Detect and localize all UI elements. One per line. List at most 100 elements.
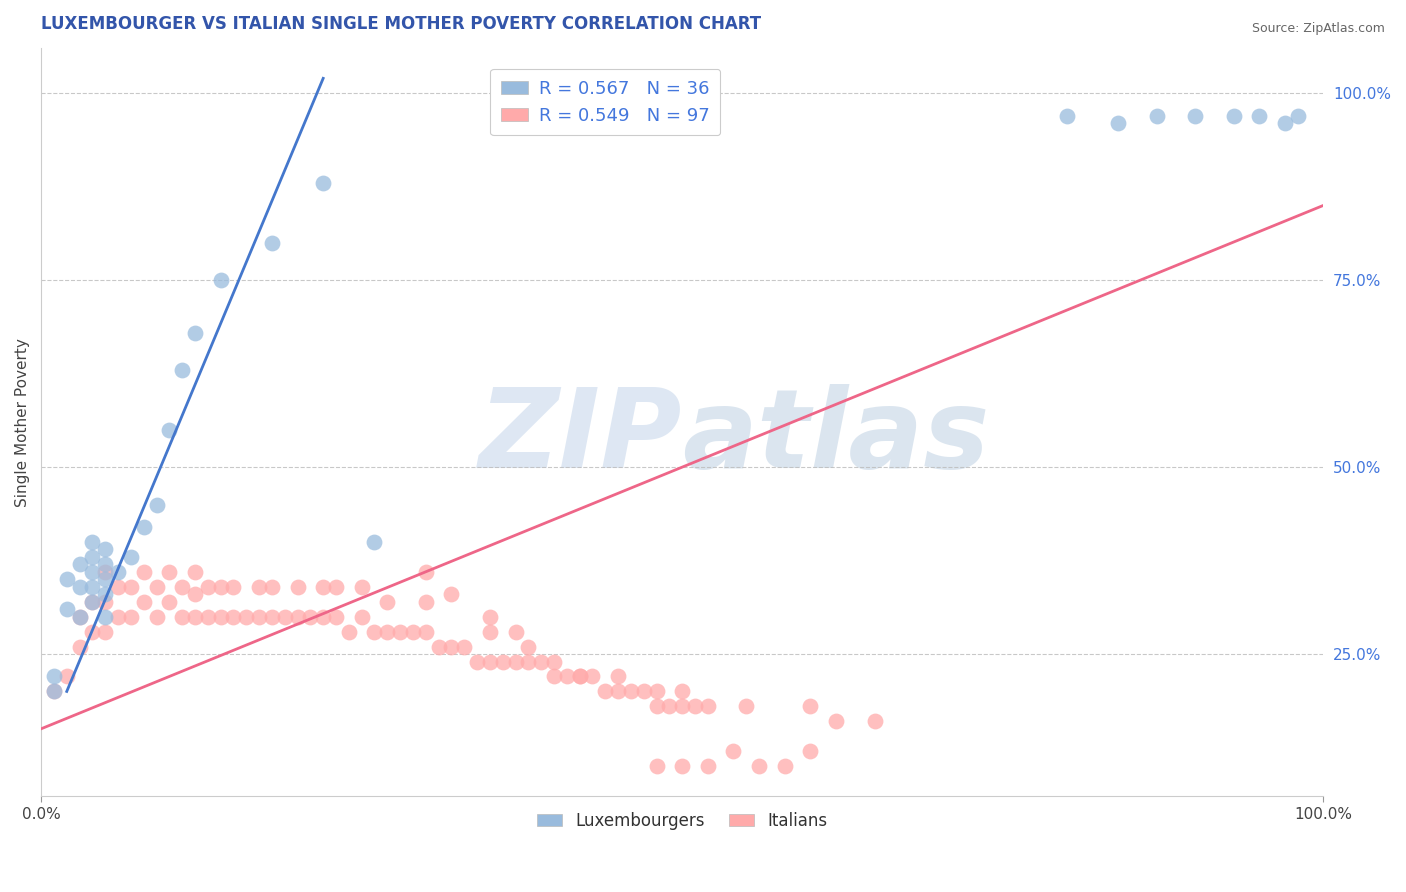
Point xyxy=(94,624,117,639)
Point xyxy=(505,624,527,639)
Point xyxy=(69,580,91,594)
Point xyxy=(107,609,129,624)
Point xyxy=(94,587,117,601)
Point xyxy=(1107,116,1129,130)
Point xyxy=(107,580,129,594)
Point xyxy=(1056,109,1078,123)
Point xyxy=(157,565,180,579)
Point xyxy=(671,684,693,698)
Point xyxy=(645,684,668,698)
Point xyxy=(209,609,232,624)
Point xyxy=(172,363,194,377)
Point xyxy=(132,520,155,534)
Point xyxy=(607,669,630,683)
Point xyxy=(773,759,796,773)
Point xyxy=(1146,109,1168,123)
Point xyxy=(184,587,207,601)
Point xyxy=(172,580,194,594)
Point xyxy=(350,580,373,594)
Point xyxy=(1274,116,1296,130)
Point xyxy=(69,609,91,624)
Point xyxy=(157,423,180,437)
Point xyxy=(799,699,821,714)
Point xyxy=(825,714,848,729)
Point xyxy=(505,655,527,669)
Point xyxy=(555,669,578,683)
Point xyxy=(69,640,91,654)
Point xyxy=(645,759,668,773)
Point xyxy=(197,580,219,594)
Point xyxy=(132,595,155,609)
Point xyxy=(478,609,501,624)
Point xyxy=(363,534,385,549)
Point xyxy=(325,609,347,624)
Point xyxy=(440,587,463,601)
Point xyxy=(1249,109,1271,123)
Point xyxy=(671,699,693,714)
Point xyxy=(696,759,718,773)
Point xyxy=(543,655,565,669)
Point xyxy=(82,549,104,564)
Point xyxy=(120,609,142,624)
Point xyxy=(260,235,283,250)
Point xyxy=(145,498,167,512)
Point xyxy=(55,572,77,586)
Point xyxy=(325,580,347,594)
Point xyxy=(581,669,603,683)
Legend: Luxembourgers, Italians: Luxembourgers, Italians xyxy=(530,805,835,837)
Point xyxy=(274,609,297,624)
Point xyxy=(55,602,77,616)
Point xyxy=(145,609,167,624)
Point xyxy=(1286,109,1309,123)
Point xyxy=(658,699,681,714)
Point xyxy=(375,595,398,609)
Point xyxy=(363,624,385,639)
Point xyxy=(287,580,309,594)
Point xyxy=(402,624,425,639)
Point xyxy=(107,565,129,579)
Point xyxy=(671,759,693,773)
Point xyxy=(94,572,117,586)
Point xyxy=(607,684,630,698)
Point xyxy=(82,595,104,609)
Point xyxy=(82,565,104,579)
Point xyxy=(375,624,398,639)
Point xyxy=(260,609,283,624)
Point xyxy=(863,714,886,729)
Point xyxy=(82,595,104,609)
Point xyxy=(299,609,322,624)
Point xyxy=(222,609,245,624)
Point xyxy=(1222,109,1244,123)
Point xyxy=(620,684,643,698)
Point xyxy=(184,609,207,624)
Point xyxy=(723,744,745,758)
Point xyxy=(517,655,540,669)
Point xyxy=(42,684,65,698)
Point xyxy=(69,609,91,624)
Point xyxy=(94,565,117,579)
Point xyxy=(415,595,437,609)
Point xyxy=(633,684,655,698)
Text: atlas: atlas xyxy=(682,384,990,491)
Point xyxy=(593,684,616,698)
Point xyxy=(478,655,501,669)
Point xyxy=(415,565,437,579)
Point xyxy=(247,580,270,594)
Point xyxy=(120,549,142,564)
Point xyxy=(427,640,450,654)
Point xyxy=(696,699,718,714)
Point xyxy=(157,595,180,609)
Point xyxy=(492,655,515,669)
Point xyxy=(42,684,65,698)
Point xyxy=(1184,109,1206,123)
Text: Source: ZipAtlas.com: Source: ZipAtlas.com xyxy=(1251,22,1385,36)
Point xyxy=(247,609,270,624)
Point xyxy=(82,534,104,549)
Point xyxy=(312,609,335,624)
Point xyxy=(312,176,335,190)
Point xyxy=(42,669,65,683)
Y-axis label: Single Mother Poverty: Single Mother Poverty xyxy=(15,338,30,507)
Point xyxy=(350,609,373,624)
Point xyxy=(222,580,245,594)
Point xyxy=(145,580,167,594)
